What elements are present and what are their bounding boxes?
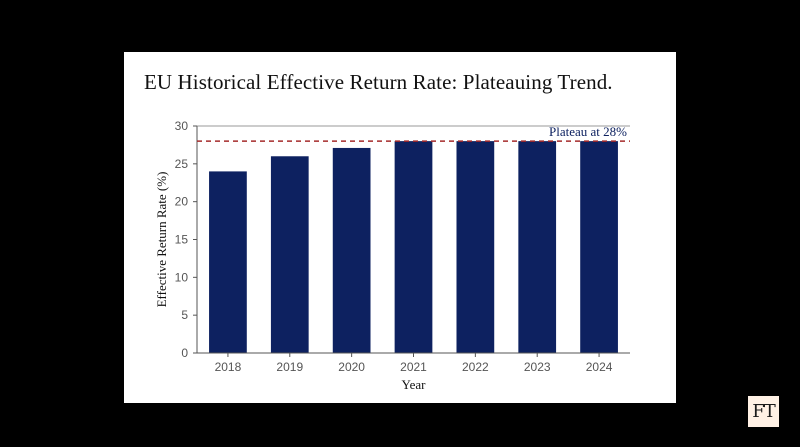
bar-2023	[518, 141, 557, 353]
x-tick-label: 2022	[462, 360, 489, 374]
y-tick-label: 25	[175, 157, 189, 171]
bar-2018	[209, 171, 247, 353]
x-axis-title: Year	[402, 377, 427, 392]
bar-2021	[394, 141, 433, 353]
plateau-label: Plateau at 28%	[549, 124, 627, 139]
y-tick-label: 20	[175, 195, 189, 209]
x-tick-label: 2024	[586, 360, 613, 374]
bar-2019	[270, 156, 309, 353]
x-tick-label: 2018	[215, 360, 242, 374]
chart-title: EU Historical Effective Return Rate: Pla…	[144, 70, 613, 94]
ft-logo: FT	[748, 396, 779, 427]
x-tick-label: 2020	[338, 360, 365, 374]
y-tick-label: 0	[181, 346, 188, 360]
x-tick-label: 2019	[276, 360, 303, 374]
x-tick-label: 2021	[400, 360, 427, 374]
bar-2020	[332, 147, 371, 353]
bar-chart: 0 5 10 15 20 25 30 2018 2019 2020 2021 2022 2023 2024…	[154, 119, 630, 392]
bar-2022	[456, 141, 495, 353]
y-tick-label: 15	[175, 233, 189, 247]
y-tick-label: 5	[181, 308, 188, 322]
chart-slide: EU Historical Effective Return Rate: Pla…	[124, 52, 676, 403]
bar-2024	[580, 141, 618, 353]
y-tick-label: 10	[175, 270, 189, 284]
y-axis-title: Effective Return Rate (%)	[154, 172, 169, 308]
x-tick-label: 2023	[524, 360, 551, 374]
y-tick-label: 30	[175, 119, 189, 133]
